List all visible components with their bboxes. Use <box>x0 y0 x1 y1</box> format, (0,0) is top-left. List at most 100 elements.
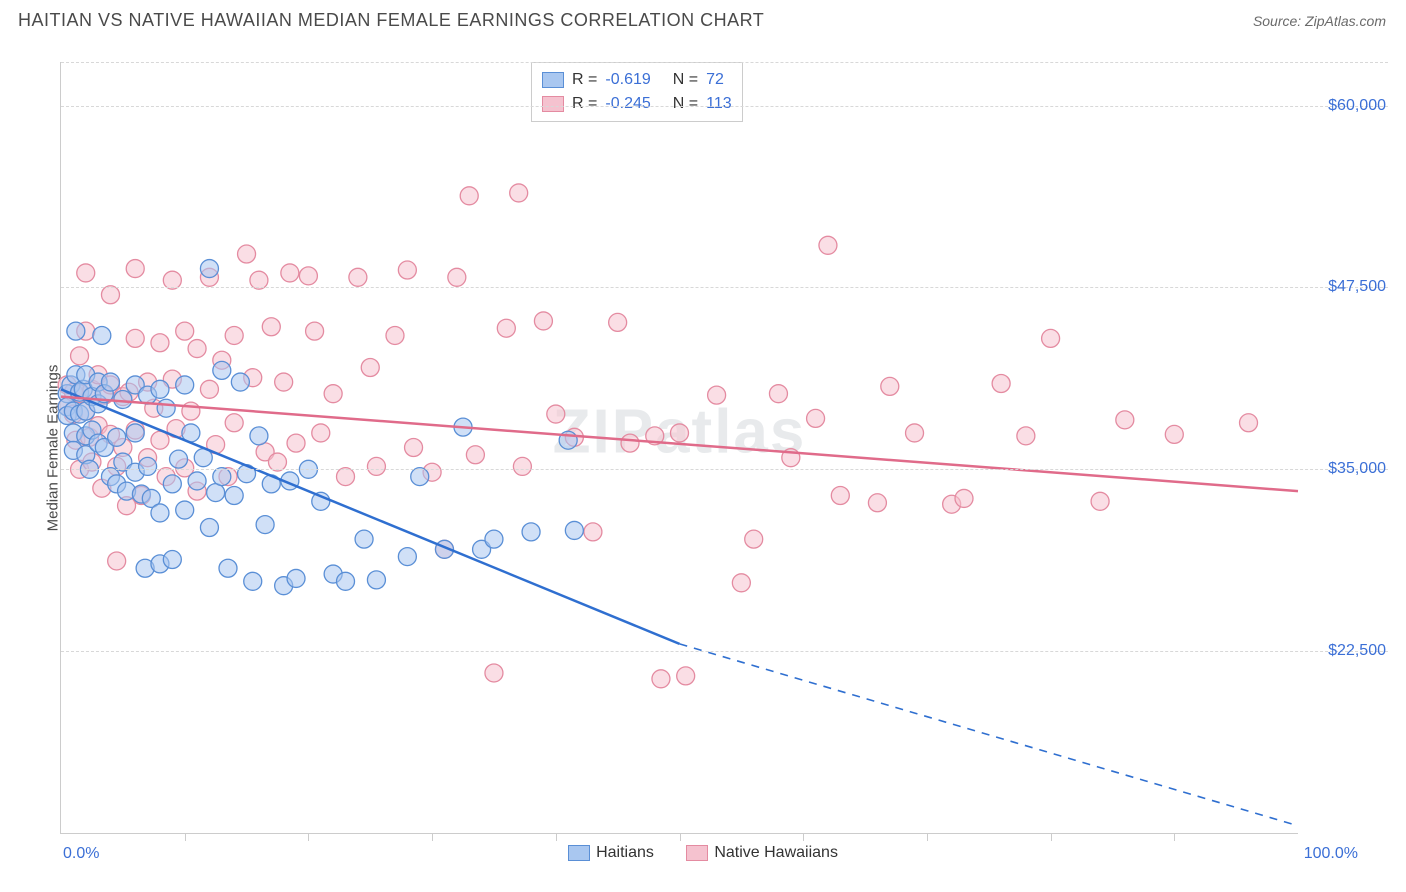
stats-legend-box: R = -0.619 N = 72 R = -0.245 N = 113 <box>531 62 743 122</box>
stat-r-value-haitians: -0.619 <box>605 68 650 92</box>
chart-container: Median Female Earnings ZIPatlas R = -0.6… <box>18 44 1388 874</box>
y-tick-label: $22,500 <box>1306 642 1386 660</box>
y-tick-label: $47,500 <box>1306 278 1386 296</box>
scatter-point <box>281 264 299 282</box>
scatter-point <box>225 326 243 344</box>
stat-r-label: R = <box>572 92 597 116</box>
scatter-point <box>405 439 423 457</box>
y-tick-label: $35,000 <box>1306 460 1386 478</box>
scatter-point <box>250 427 268 445</box>
scatter-point <box>652 670 670 688</box>
scatter-point <box>108 428 126 446</box>
scatter-point <box>677 667 695 685</box>
swatch-hawaiians <box>542 96 564 112</box>
scatter-point <box>955 489 973 507</box>
scatter-point <box>93 326 111 344</box>
scatter-point <box>101 373 119 391</box>
legend-swatch-haitians <box>568 845 590 861</box>
scatter-point <box>188 472 206 490</box>
scatter-point <box>200 380 218 398</box>
scatter-point <box>349 268 367 286</box>
chart-source: Source: ZipAtlas.com <box>1253 13 1386 29</box>
gridline <box>61 651 1388 652</box>
chart-title: HAITIAN VS NATIVE HAWAIIAN MEDIAN FEMALE… <box>18 10 764 31</box>
scatter-point <box>466 446 484 464</box>
scatter-point <box>225 414 243 432</box>
x-tick <box>185 833 186 841</box>
gridline <box>61 469 1388 470</box>
scatter-point <box>497 319 515 337</box>
legend-item-hawaiians: Native Hawaiians <box>686 844 838 862</box>
scatter-point <box>126 424 144 442</box>
stat-r-label: R = <box>572 68 597 92</box>
stat-n-label: N = <box>673 68 698 92</box>
y-tick-label: $60,000 <box>1306 97 1386 115</box>
x-tick <box>308 833 309 841</box>
scatter-point <box>176 376 194 394</box>
scatter-point <box>534 312 552 330</box>
plot-area: Median Female Earnings ZIPatlas R = -0.6… <box>60 62 1298 834</box>
scatter-point <box>367 457 385 475</box>
gridline <box>61 287 1388 288</box>
scatter-point <box>1240 414 1258 432</box>
scatter-point <box>126 260 144 278</box>
stat-r-value-hawaiians: -0.245 <box>605 92 650 116</box>
scatter-point <box>71 347 89 365</box>
stats-row-haitians: R = -0.619 N = 72 <box>542 68 732 92</box>
scatter-point <box>207 484 225 502</box>
scatter-point <box>398 261 416 279</box>
scatter-point <box>108 552 126 570</box>
scatter-point <box>881 377 899 395</box>
scatter-point <box>386 326 404 344</box>
x-tick <box>927 833 928 841</box>
scatter-point <box>244 572 262 590</box>
x-tick <box>556 833 557 841</box>
scatter-point <box>114 390 132 408</box>
scatter-point <box>485 530 503 548</box>
scatter-point <box>1091 492 1109 510</box>
scatter-point <box>807 409 825 427</box>
stat-n-value-hawaiians: 113 <box>706 92 732 116</box>
scatter-point <box>176 501 194 519</box>
scatter-point <box>671 424 689 442</box>
scatter-point <box>565 521 583 539</box>
scatter-point <box>819 236 837 254</box>
scatter-point <box>200 519 218 537</box>
scatter-point <box>231 373 249 391</box>
legend-label-hawaiians: Native Hawaiians <box>714 844 838 862</box>
scatter-point <box>361 358 379 376</box>
scatter-point <box>513 457 531 475</box>
gridline <box>61 62 1388 63</box>
scatter-point <box>460 187 478 205</box>
stat-n-value-haitians: 72 <box>706 68 724 92</box>
bottom-legend: Haitians Native Hawaiians <box>18 844 1388 866</box>
scatter-point <box>163 475 181 493</box>
scatter-point <box>151 380 169 398</box>
scatter-point <box>708 386 726 404</box>
scatter-point <box>151 334 169 352</box>
scatter-point <box>398 548 416 566</box>
scatter-point <box>188 340 206 358</box>
scatter-point <box>67 322 85 340</box>
scatter-point <box>213 361 231 379</box>
scatter-point <box>868 494 886 512</box>
scatter-point <box>1017 427 1035 445</box>
gridline <box>61 106 1388 107</box>
scatter-point <box>745 530 763 548</box>
scatter-point <box>225 487 243 505</box>
scatter-point <box>126 329 144 347</box>
scatter-point <box>355 530 373 548</box>
scatter-point <box>547 405 565 423</box>
scatter-point <box>337 572 355 590</box>
scatter-point <box>769 385 787 403</box>
legend-label-haitians: Haitians <box>596 844 654 862</box>
scatter-svg <box>61 62 1298 833</box>
swatch-haitians <box>542 72 564 88</box>
scatter-point <box>906 424 924 442</box>
scatter-point <box>200 260 218 278</box>
scatter-point <box>262 318 280 336</box>
stats-row-hawaiians: R = -0.245 N = 113 <box>542 92 732 116</box>
x-tick <box>680 833 681 841</box>
scatter-point <box>287 569 305 587</box>
scatter-point <box>139 457 157 475</box>
